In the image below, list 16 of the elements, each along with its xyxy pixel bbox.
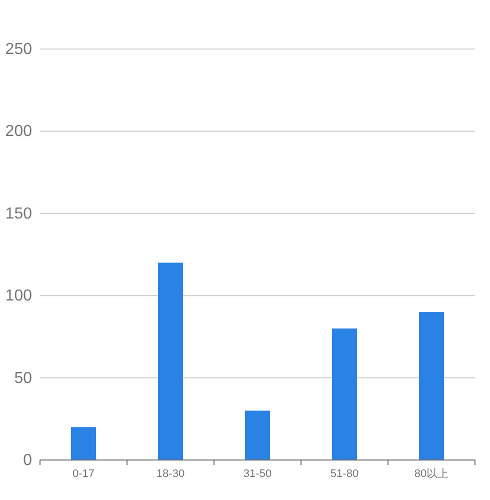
x-tick-label: 0-17 <box>72 468 95 480</box>
y-tick-label: 0 <box>23 452 32 469</box>
y-tick-label: 50 <box>14 370 32 387</box>
y-tick-label: 250 <box>5 41 32 58</box>
bar <box>158 262 183 460</box>
y-tick-label: 100 <box>5 288 32 305</box>
x-tick-label: 80以上 <box>414 467 449 480</box>
y-tick-label: 200 <box>5 123 32 140</box>
bar <box>71 427 96 460</box>
x-tick-label: 51-80 <box>330 468 359 480</box>
x-tick-label: 31-50 <box>243 468 272 480</box>
bar <box>419 312 444 460</box>
x-tick-label: 18-30 <box>156 468 185 480</box>
bar <box>245 410 270 460</box>
bar <box>332 328 357 460</box>
y-tick-label: 150 <box>5 205 32 222</box>
